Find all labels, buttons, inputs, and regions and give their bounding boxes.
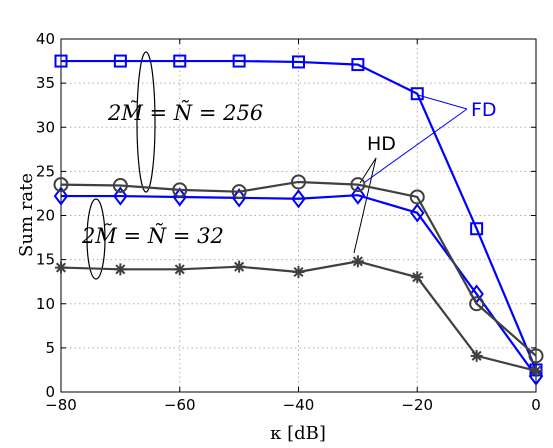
data-point-diamond	[113, 186, 128, 206]
x-tick-label: 0	[531, 396, 541, 414]
y-tick-label: 20	[36, 207, 55, 225]
y-tick-label: 40	[36, 30, 55, 48]
annotation-ellipse-32	[86, 198, 106, 280]
annotation-ellipse-256	[136, 51, 156, 193]
annotation-n256: 2M̃ = Ñ = 256	[107, 101, 263, 125]
annotation-lines	[86, 51, 468, 280]
data-point-circle	[112, 177, 128, 193]
x-tick-label: −60	[164, 396, 196, 414]
data-point-asterisk	[530, 364, 542, 377]
data-point-asterisk	[470, 349, 483, 362]
x-tick-label: −80	[45, 396, 77, 414]
fd-pointer-line	[417, 94, 468, 110]
data-point-square	[470, 222, 484, 236]
series-fd-square	[54, 54, 543, 377]
x-tick-label: −40	[283, 396, 315, 414]
x-tick-label: −20	[401, 396, 433, 414]
data-point-asterisk	[114, 263, 127, 276]
data-point-circle	[172, 182, 188, 198]
annotation-hd: HD	[367, 133, 396, 155]
data-point-diamond	[350, 185, 366, 205]
y-tick-label: 0	[45, 383, 55, 401]
data-point-square	[351, 58, 365, 72]
y-tick-label: 35	[36, 74, 55, 92]
data-point-diamond	[53, 186, 69, 206]
y-tick-label: 30	[36, 118, 55, 136]
hd-pointer-line	[353, 157, 377, 254]
data-point-asterisk	[233, 260, 246, 273]
y-tick-label: 10	[36, 295, 55, 313]
y-tick-label: 15	[36, 251, 55, 269]
series-line	[61, 59, 538, 371]
series-line	[61, 194, 537, 377]
data-point-circle	[409, 189, 425, 205]
y-tick-label: 25	[36, 162, 55, 180]
fd-pointer-line	[364, 108, 468, 183]
data-point-asterisk	[292, 265, 305, 278]
axis-ticks: −80 −60 −40 −20 0 0 5 10 15 20 25 30 35 40	[36, 30, 541, 414]
annotation-n32: 2M̃ = Ñ = 32	[81, 224, 224, 248]
x-axis-label: κ [dB]	[270, 423, 326, 444]
y-tick-label: 5	[45, 339, 55, 357]
annotation-fd: FD	[471, 99, 497, 121]
data-point-asterisk	[351, 255, 364, 268]
data-point-circle	[528, 348, 544, 364]
series-line	[60, 180, 537, 357]
y-axis-label: Sum rate	[16, 173, 37, 257]
data-point-circle	[231, 184, 247, 200]
data-point-square	[232, 54, 246, 68]
data-point-asterisk	[55, 261, 67, 274]
data-point-square	[292, 55, 305, 69]
grid-lines	[61, 39, 536, 392]
data-point-square	[113, 54, 127, 68]
data-point-square	[410, 87, 424, 101]
data-point-square	[54, 54, 68, 68]
data-point-circle	[350, 177, 366, 193]
data-point-asterisk	[411, 271, 424, 284]
data-point-square	[173, 54, 187, 68]
series-hd-asterisk	[55, 255, 542, 377]
data-series	[53, 54, 544, 386]
hd-pointer-line	[359, 157, 377, 184]
series-hd-circle	[53, 174, 544, 364]
data-point-circle	[291, 174, 306, 190]
data-point-diamond	[291, 189, 306, 209]
data-point-asterisk	[173, 263, 186, 276]
data-point-circle	[53, 177, 69, 193]
data-point-diamond	[410, 203, 425, 223]
data-point-circle	[469, 296, 485, 312]
data-point-diamond	[231, 188, 247, 208]
